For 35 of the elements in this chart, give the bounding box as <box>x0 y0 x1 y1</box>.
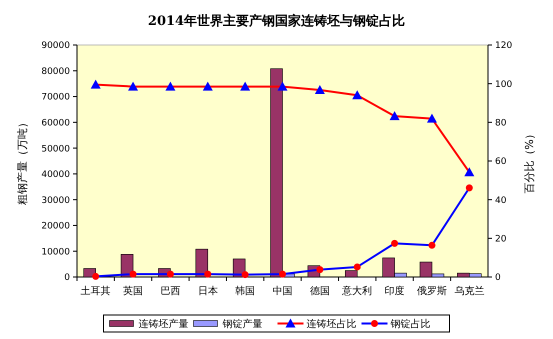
x-tick-label: 英国 <box>123 285 144 297</box>
x-tick-label: 巴西 <box>160 286 180 297</box>
y-axis-title: 粗钢产量（万吨） <box>16 117 29 205</box>
x-tick-label: 印度 <box>384 285 405 297</box>
y-tick-label: 20000 <box>41 222 70 232</box>
legend-label: 连铸坯产量 <box>138 318 188 330</box>
x-tick-label: 俄罗斯 <box>416 285 447 297</box>
y2-tick-label: 100 <box>495 80 512 90</box>
x-tick-label: 德国 <box>310 286 330 297</box>
y-tick-label: 50000 <box>41 144 70 154</box>
y-tick-label: 30000 <box>41 196 70 206</box>
x-tick-label: 韩国 <box>235 285 256 297</box>
y2-tick-label: 80 <box>495 118 507 128</box>
y2-tick-label: 20 <box>495 234 507 244</box>
y2-tick-label: 60 <box>495 157 507 168</box>
y2-axis-title: 百分比（%） <box>523 128 536 194</box>
y2-tick-label: 0 <box>495 273 501 284</box>
x-tick-label: 日本 <box>198 285 218 297</box>
y-tick-label: 70000 <box>41 92 70 103</box>
x-tick-label: 中国 <box>272 285 292 297</box>
legend-label: 钢锭占比 <box>390 318 430 330</box>
chart-title: 2014年世界主要产钢国家连铸坯与钢锭占比 <box>148 13 406 29</box>
y-tick-label: 90000 <box>41 41 70 52</box>
y-tick-label: 0 <box>64 273 70 284</box>
y-tick-label: 80000 <box>41 66 70 77</box>
y-tick-label: 10000 <box>41 247 70 258</box>
y2-tick-label: 120 <box>495 41 512 52</box>
x-tick-label: 乌克兰 <box>454 285 484 297</box>
legend-label: 连铸坯占比 <box>306 318 356 330</box>
y2-tick-label: 40 <box>495 196 507 206</box>
x-tick-label: 土耳其 <box>80 285 111 297</box>
legend-label: 钢锭产量 <box>222 318 262 330</box>
x-tick-label: 意大利 <box>341 285 372 297</box>
y-tick-label: 40000 <box>41 170 70 180</box>
y-tick-label: 60000 <box>41 118 70 128</box>
